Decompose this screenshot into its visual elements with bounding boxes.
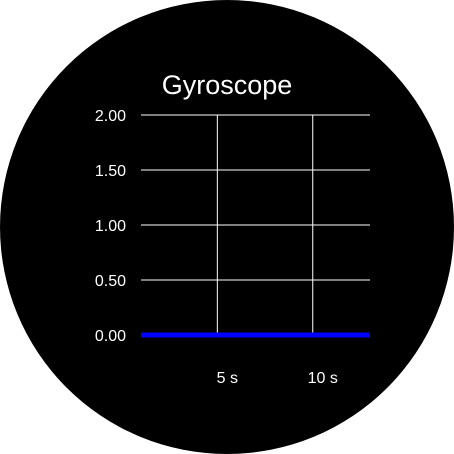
y-axis-ticks: 0.00 0.50 1.00 1.50 2.00 xyxy=(95,108,126,345)
chart-grid xyxy=(141,114,370,336)
y-tick-label: 1.00 xyxy=(95,218,126,235)
y-tick-label: 2.00 xyxy=(95,108,126,125)
y-tick-label: 0.00 xyxy=(95,328,126,345)
x-tick-label: 5 s xyxy=(217,370,238,387)
x-axis-ticks: 5 s 10 s xyxy=(217,370,338,387)
y-tick-label: 1.50 xyxy=(95,163,126,180)
x-tick-label: 10 s xyxy=(308,370,338,387)
page-title: Gyroscope xyxy=(161,70,293,100)
y-tick-label: 0.50 xyxy=(95,273,126,290)
